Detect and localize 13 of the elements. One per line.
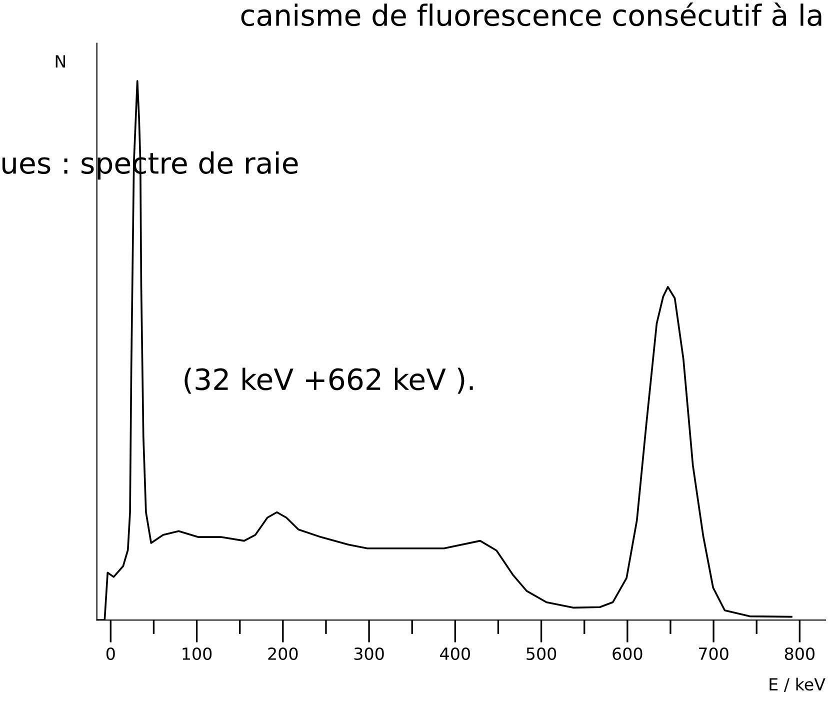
x-tick-label: 200 <box>268 647 298 660</box>
text: canisme de fluorescence consécutif à la <box>241 2 822 26</box>
x-tick-label: 700 <box>699 647 728 660</box>
x-tick-label: 400 <box>440 647 470 660</box>
y-axis-title: N <box>56 55 66 68</box>
x-tick-label: 800 <box>784 647 814 660</box>
x-tick-label: 0 <box>106 647 115 660</box>
x-tick-label: 500 <box>526 647 556 660</box>
x-axis-title: E / keV <box>770 678 826 692</box>
annotation: (32 keV +662 keV ). <box>184 368 473 394</box>
x-tick-label: 300 <box>354 647 384 660</box>
x-tick-label: 600 <box>612 647 642 660</box>
x-tick-label: 100 <box>182 647 212 660</box>
